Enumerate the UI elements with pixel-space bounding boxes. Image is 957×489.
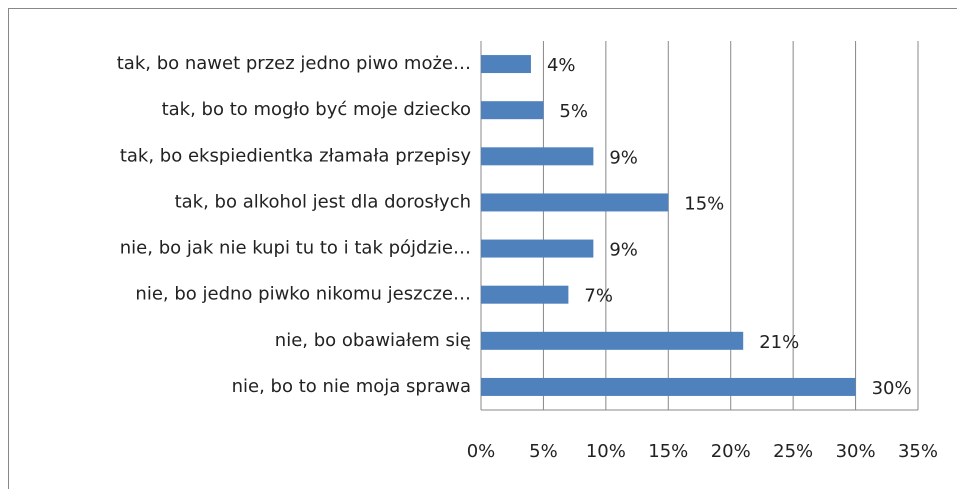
x-tick-label: 20% [711,441,751,462]
bar [481,285,569,304]
bar [481,377,856,396]
bar [481,101,544,120]
data-label: 5% [559,101,588,122]
data-label: 9% [609,147,638,168]
x-tick-label: 15% [648,441,688,462]
bar [481,193,669,212]
x-tick-label: 35% [898,441,938,462]
data-label: 7% [584,286,613,307]
data-label: 15% [684,193,724,214]
x-tick-label: 25% [773,441,813,462]
data-label: 9% [609,240,638,261]
chart-border [8,8,957,489]
x-tick-label: 5% [529,441,558,462]
x-tick-label: 0% [467,441,496,462]
bar [481,147,594,166]
data-label: 4% [547,55,576,76]
y-tick-label: nie, bo obawiałem się [275,330,471,351]
bar [481,55,531,74]
data-label: 30% [872,378,912,399]
x-tick-label: 30% [836,441,876,462]
data-label: 21% [759,332,799,353]
x-tick-label: 10% [586,441,626,462]
y-tick-label: tak, bo to mogło być moje dziecko [162,99,471,120]
y-tick-label: nie, bo jedno piwko nikomu jeszcze… [135,284,471,305]
y-tick-label: nie, bo to nie moja sprawa [232,376,471,397]
bar [481,331,744,350]
y-tick-label: nie, bo jak nie kupi tu to i tak pójdzie… [120,238,471,259]
bar [481,239,594,258]
y-tick-label: tak, bo ekspiedientka złamała przepisy [120,145,471,166]
y-tick-label: tak, bo nawet przez jedno piwo może… [117,53,471,74]
y-tick-label: tak, bo alkohol jest dla dorosłych [175,191,471,212]
